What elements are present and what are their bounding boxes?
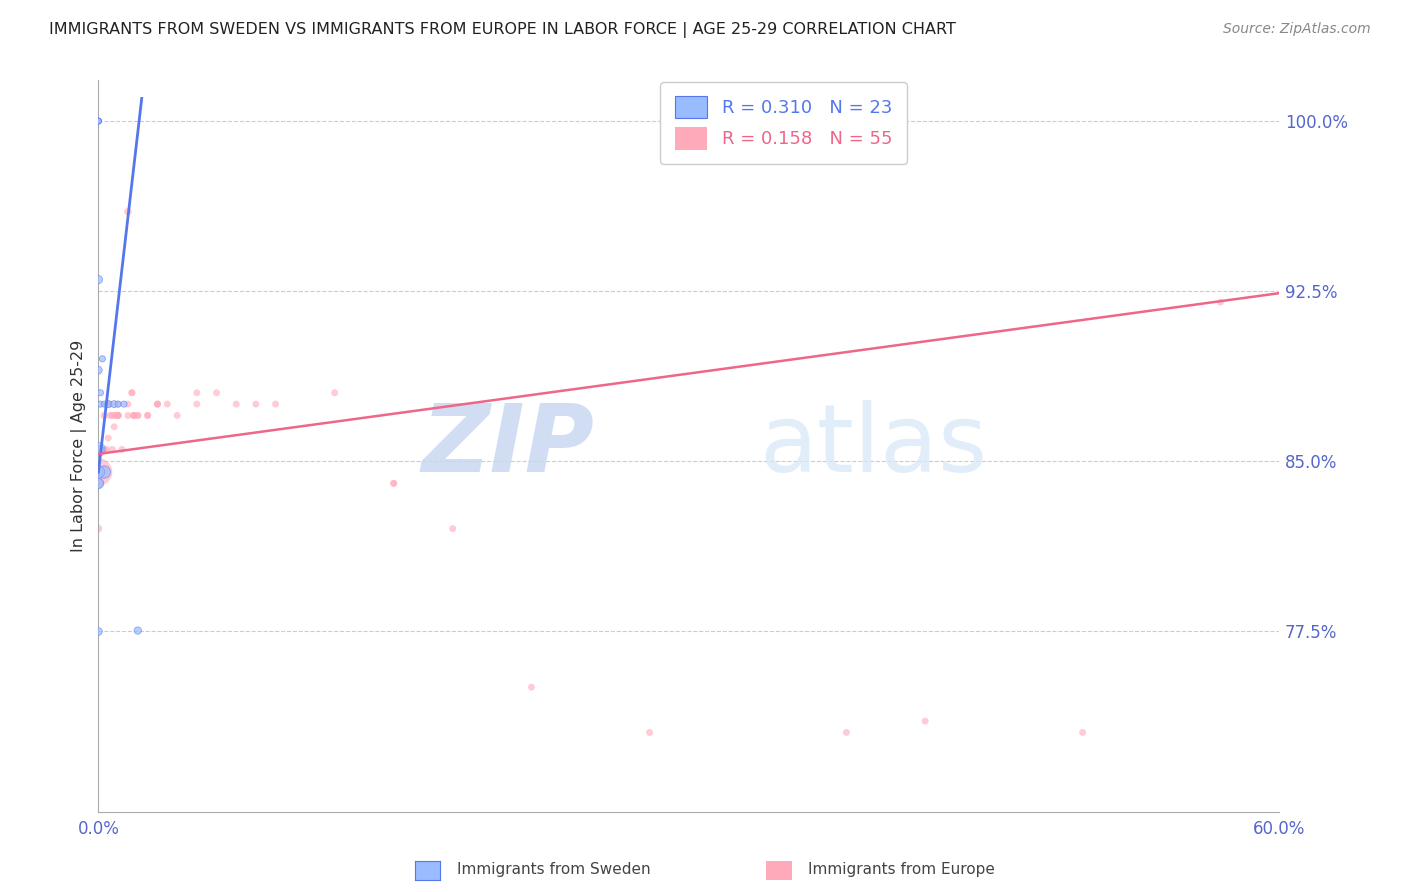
Point — [121, 385, 143, 400]
Point — [1071, 725, 1094, 739]
Point — [117, 397, 139, 411]
Point — [97, 397, 120, 411]
Point — [127, 624, 149, 638]
Point — [122, 409, 145, 423]
Point — [87, 522, 110, 536]
Point — [91, 351, 114, 366]
Point — [914, 714, 936, 728]
Point — [122, 409, 145, 423]
Point — [156, 397, 179, 411]
Point — [146, 397, 169, 411]
Point — [638, 725, 661, 739]
Point — [127, 409, 149, 423]
Point — [117, 204, 139, 219]
Text: Immigrants from Europe: Immigrants from Europe — [808, 863, 995, 877]
Point — [146, 397, 169, 411]
Point — [1209, 295, 1232, 310]
Point — [121, 385, 143, 400]
Point — [112, 397, 135, 411]
Point — [520, 680, 543, 694]
Point — [87, 114, 110, 128]
Y-axis label: In Labor Force | Age 25-29: In Labor Force | Age 25-29 — [72, 340, 87, 552]
Point — [87, 442, 110, 457]
Text: Source: ZipAtlas.com: Source: ZipAtlas.com — [1223, 22, 1371, 37]
Point — [835, 725, 858, 739]
Point — [87, 624, 110, 638]
Point — [87, 114, 110, 128]
Point — [89, 397, 111, 411]
Point — [103, 397, 125, 411]
Point — [89, 442, 111, 457]
Point — [93, 397, 115, 411]
Point — [107, 397, 129, 411]
Point — [87, 476, 110, 491]
Point — [323, 385, 346, 400]
Point — [107, 409, 129, 423]
Point — [98, 409, 121, 423]
Point — [107, 409, 129, 423]
Point — [97, 397, 120, 411]
Text: IMMIGRANTS FROM SWEDEN VS IMMIGRANTS FROM EUROPE IN LABOR FORCE | AGE 25-29 CORR: IMMIGRANTS FROM SWEDEN VS IMMIGRANTS FRO… — [49, 22, 956, 38]
Point — [93, 409, 115, 423]
Point — [122, 409, 145, 423]
Point — [101, 442, 124, 457]
Point — [441, 522, 464, 536]
Point — [186, 385, 208, 400]
Legend: R = 0.310   N = 23, R = 0.158   N = 55: R = 0.310 N = 23, R = 0.158 N = 55 — [661, 82, 907, 164]
Point — [225, 397, 247, 411]
Point — [87, 476, 110, 491]
Point — [136, 409, 159, 423]
Point — [382, 476, 405, 491]
Point — [245, 397, 267, 411]
Point — [105, 409, 128, 423]
Point — [87, 476, 110, 491]
Point — [136, 409, 159, 423]
Point — [87, 272, 110, 286]
Point — [89, 385, 111, 400]
Point — [186, 397, 208, 411]
Point — [103, 419, 125, 434]
Point — [103, 409, 125, 423]
Text: atlas: atlas — [759, 400, 988, 492]
Point — [87, 114, 110, 128]
Point — [205, 385, 228, 400]
Point — [98, 397, 121, 411]
Point — [96, 442, 118, 457]
Point — [93, 465, 115, 479]
Point — [117, 409, 139, 423]
Point — [87, 363, 110, 377]
Point — [107, 409, 129, 423]
Point — [87, 114, 110, 128]
Point — [87, 465, 110, 479]
Text: ZIP: ZIP — [422, 400, 595, 492]
Point — [111, 442, 134, 457]
Point — [97, 431, 120, 445]
Point — [166, 409, 188, 423]
Point — [87, 465, 110, 479]
Point — [382, 476, 405, 491]
Point — [146, 397, 169, 411]
Point — [107, 397, 129, 411]
Point — [264, 397, 287, 411]
Point — [875, 114, 897, 128]
Point — [101, 409, 124, 423]
Point — [93, 442, 115, 457]
Point — [107, 409, 129, 423]
Text: Immigrants from Sweden: Immigrants from Sweden — [457, 863, 651, 877]
Point — [127, 409, 149, 423]
Point — [87, 114, 110, 128]
